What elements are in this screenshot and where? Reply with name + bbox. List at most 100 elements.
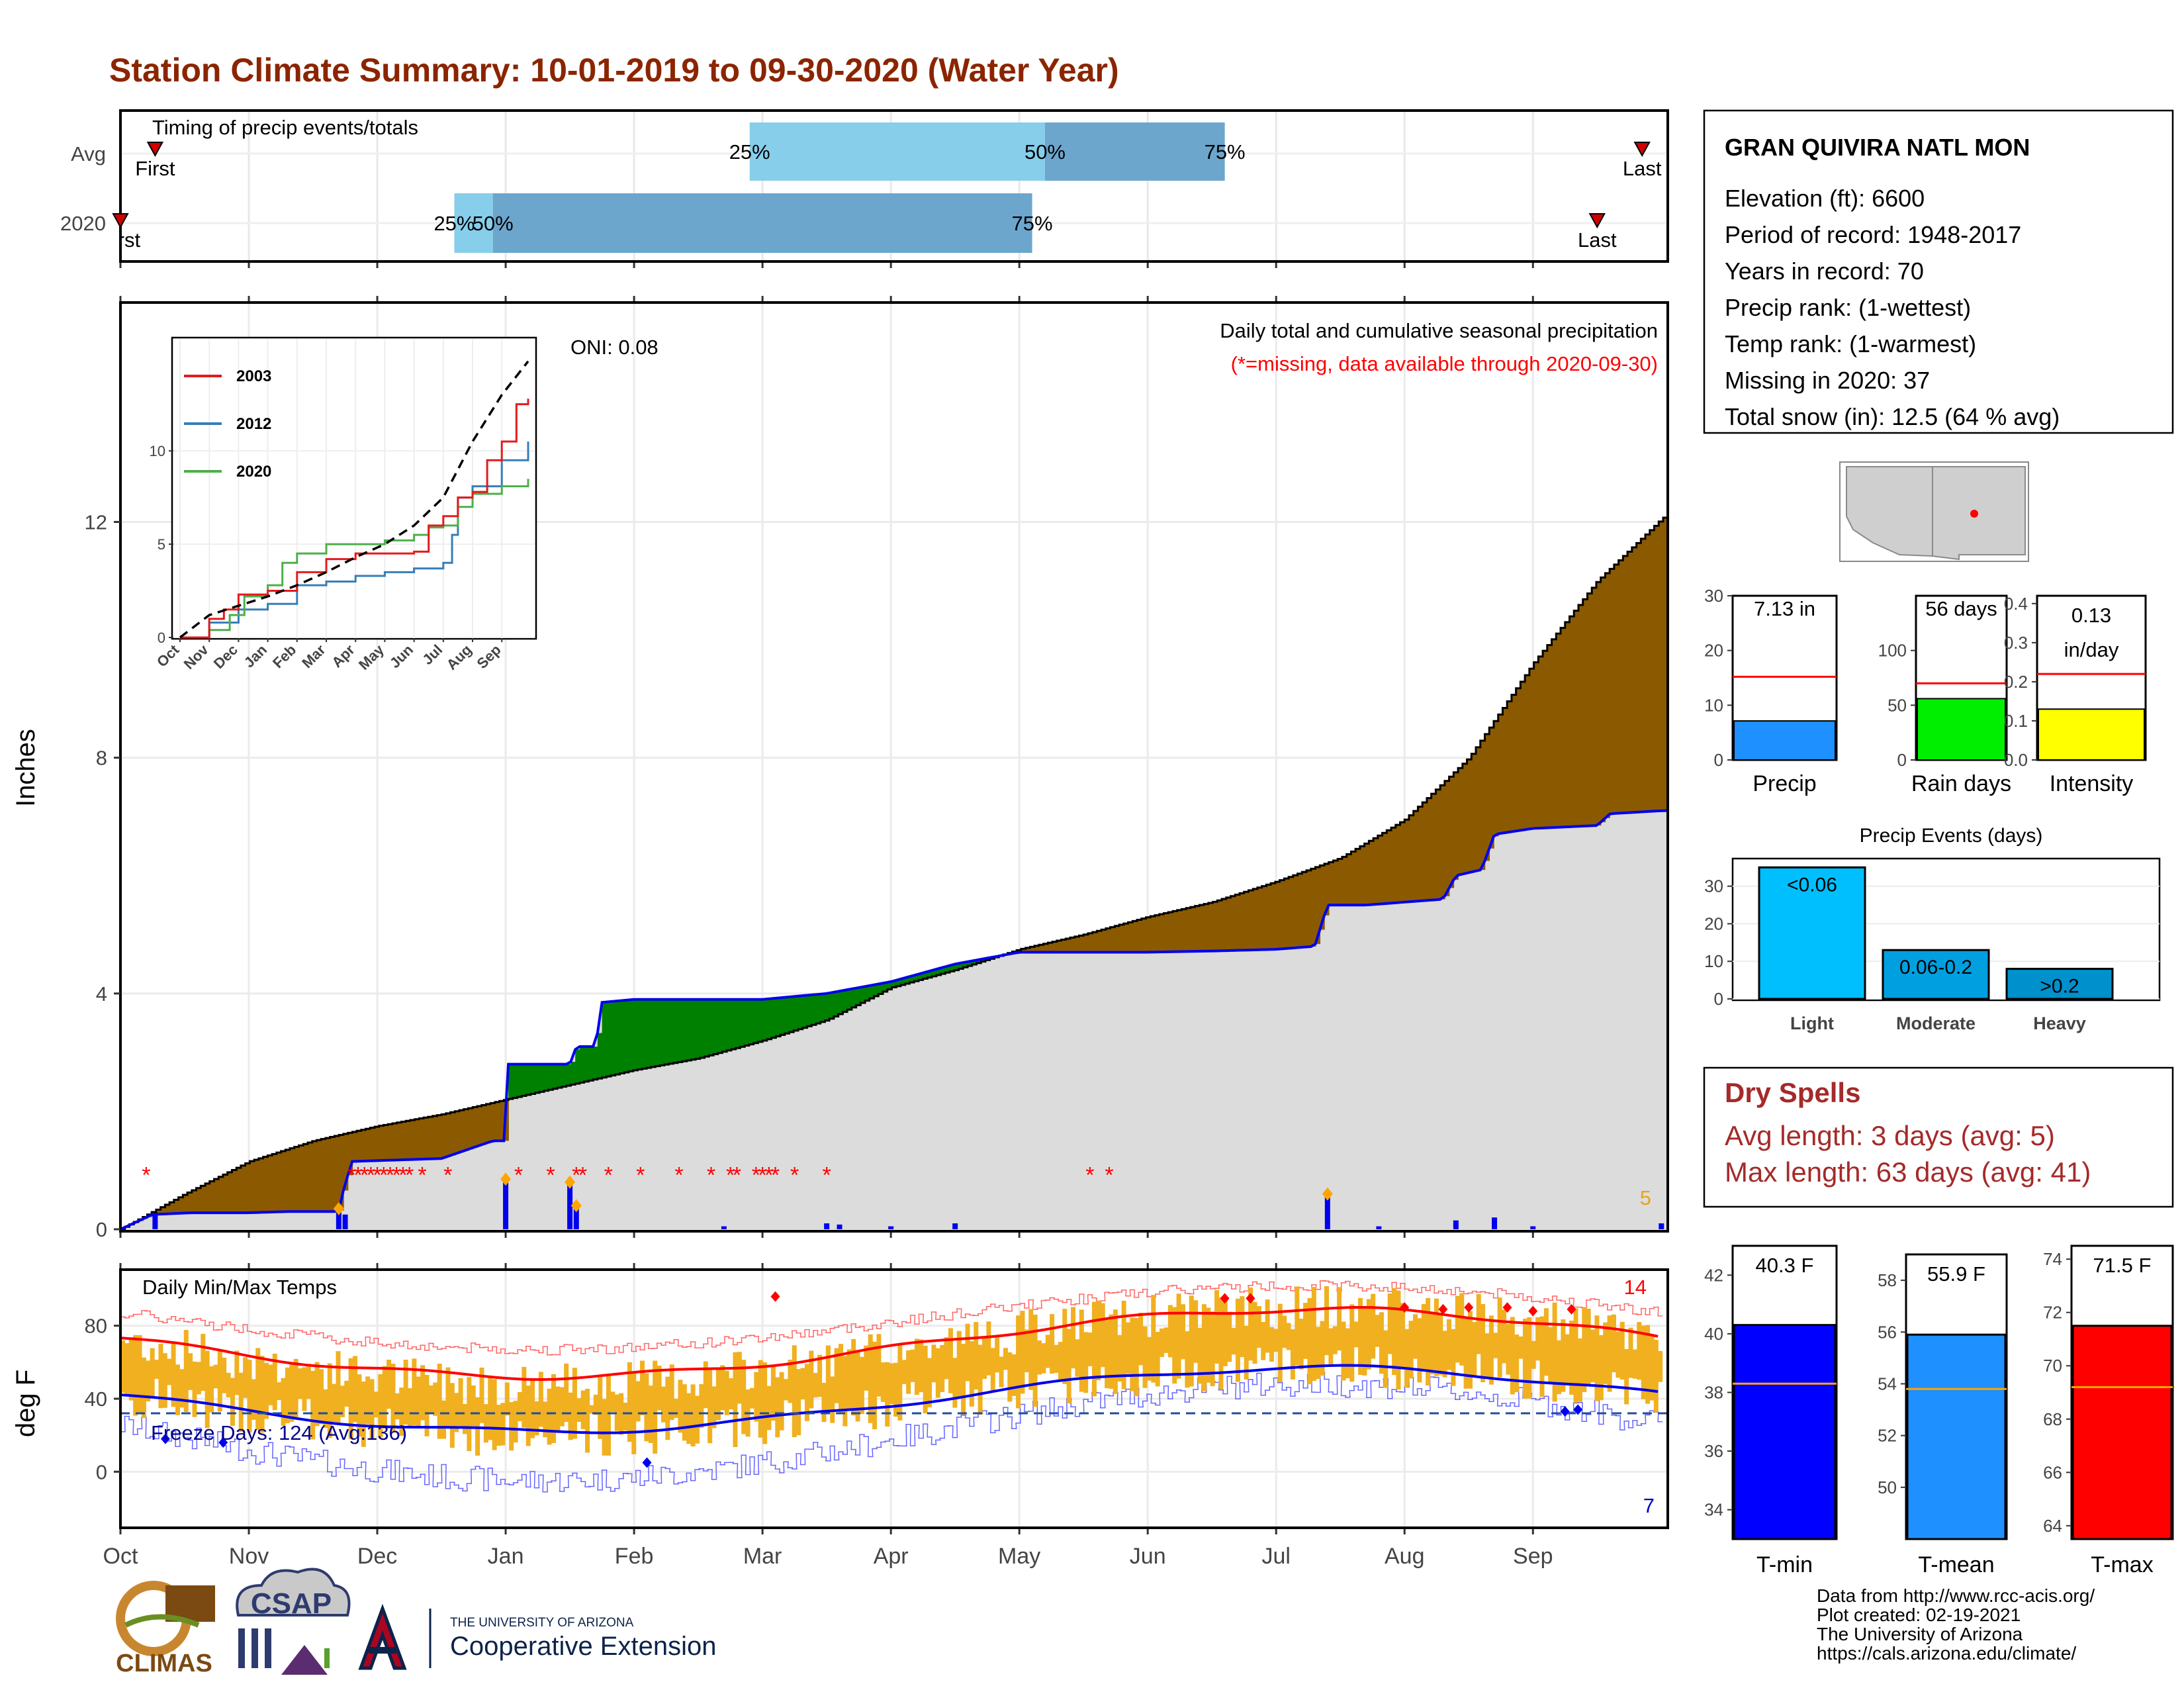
summary-bar-charts: 0 10 20 30 7.13 in Precip 0 50 100 56 days Rain da… [1704,586,2147,796]
inset-y-label: 5 [158,536,165,553]
record-high-marker [1682,1306,1692,1317]
temp-summary-y-label: 34 [1704,1500,1723,1520]
summary-bar-1 [1917,698,2006,761]
dry-spells-avg: Avg length: 3 days (avg: 5) [1725,1120,2055,1151]
events-bar-2 [2005,968,2114,1000]
large-event-marker [565,1175,576,1189]
daily-precip-bar [342,1214,348,1229]
missing-day-marker: * [367,1162,375,1188]
summary-y-label: 100 [1878,641,1907,661]
timing-label-75: 75% [1205,140,1246,164]
summary-y-label: 50 [1888,695,1907,715]
record-low-line [122,1372,1663,1493]
timing-row-avg-label: Avg [71,142,106,165]
timing-bar-50-75 [492,193,1032,253]
station-info-line: Period of record: 1948-2017 [1725,221,2021,248]
avg-min-temp-line [122,1364,1659,1434]
deficit-area [122,518,1666,1229]
temp-summary-value-1: 55.9 F [1927,1262,1985,1286]
missing-day-marker: * [726,1162,735,1188]
record-low-marker [1573,1404,1583,1415]
hot-count: 14 [1624,1276,1647,1299]
dry-spells-max: Max length: 63 days (avg: 41) [1725,1156,2091,1188]
dry-spells-title: Dry Spells [1725,1077,1860,1108]
daily-precip-bar [837,1224,842,1229]
footer-line: Data from http://www.rcc-acis.org/ [1817,1585,2095,1606]
summary-value-0: 7.13 in [1754,597,1815,620]
summary-y-label: 0.0 [2004,750,2028,770]
record-high-marker [1438,1303,1448,1315]
missing-day-marker: * [636,1162,645,1188]
large-event-marker [500,1172,512,1186]
ua-logo: THE UNIVERSITY OF ARIZONA Cooperative Ex… [358,1603,716,1670]
temp-summary-label-0: T-min [1756,1552,1813,1577]
missing-day-marker: * [764,1162,773,1188]
record-low-marker [160,1433,170,1444]
timing-label-50: 50% [1024,140,1066,164]
summary-y-label: 0.4 [2004,594,2028,614]
summary-y-label: 0 [1897,750,1907,770]
summary-y-label: 0 [1714,750,1723,770]
temp-summary-y-label: 40 [1704,1324,1723,1344]
missing-day-marker: * [1105,1162,1113,1188]
temp-summary-y-label: 68 [2043,1409,2062,1429]
timing-panel: Timing of precip events/totals Avg 2020 … [60,109,1669,268]
timing-label-25: 25% [729,140,770,164]
daily-precip-bar [952,1223,958,1229]
daily-precip-bar [503,1179,509,1229]
inset-avg-line [179,360,529,639]
surplus-area [508,957,999,1100]
dry-spells-box: Dry Spells Avg length: 3 days (avg: 5) M… [1703,1066,2174,1208]
timing-row-2020-label: 2020 [60,212,106,235]
footer-credits: Data from http://www.rcc-acis.org/Plot c… [1817,1585,2095,1664]
temp-summary-value-2: 71.5 F [2093,1254,2152,1277]
month-label: Mar [743,1544,782,1569]
temp-summary-y-label: 66 [2043,1462,2062,1482]
summary-value-1: 56 days [1925,597,1997,620]
events-bar-label-0: <0.06 [1787,874,1837,896]
temp-y-axis-label: deg F [11,1370,40,1437]
footer-line: The University of Arizona [1817,1624,2023,1644]
footer-line: https://cals.arizona.edu/climate/ [1817,1643,2076,1664]
page-title: Station Climate Summary: 10-01-2019 to 0… [109,52,1119,89]
month-label: Jun [1130,1544,1166,1569]
missing-day-marker: * [572,1162,580,1188]
temp-summary-y-label: 50 [1878,1477,1897,1497]
temp-summary-y-label: 72 [2043,1303,2062,1323]
events-bar-0 [1758,866,1866,1000]
precip-y-tick-label: 4 [96,982,107,1006]
missing-day-marker: * [674,1162,683,1188]
temperature-summary-bars: 34 36 38 40 42 40.3 F T-min 50 52 54 56 58 55.9 F T-m… [1704,1244,2174,1577]
temp-y-tick-label: 0 [96,1460,107,1483]
station-info-line: Total snow (in): 12.5 (64 % avg) [1725,403,2060,430]
inset-line-2003 [180,399,529,639]
missing-day-marker: * [578,1162,587,1188]
first-event-marker [146,142,164,158]
avg-cumulative-line [122,516,1666,1230]
csap-logo: CSAP [236,1568,351,1675]
summary-label-2: Intensity [2050,771,2134,796]
missing-day-marker: * [360,1162,369,1188]
daily-precip-bar [573,1205,579,1229]
precip-corner-count: 5 [1640,1186,1651,1209]
station-info-line: Years in record: 70 [1725,258,1924,285]
missing-day-marker: * [443,1162,452,1188]
temp-title: Daily Min/Max Temps [142,1276,337,1299]
missing-day-marker: * [790,1162,799,1188]
events-y-label: 10 [1704,951,1723,971]
temp-summary-label-2: T-max [2091,1552,2153,1577]
timing-bar-25-50 [454,193,493,253]
timing-label-25: 25% [433,212,475,235]
precip-y-tick-label: 8 [96,747,107,770]
record-high-marker [770,1291,780,1302]
record-low-marker [1560,1406,1570,1417]
temp-summary-y-label: 38 [1704,1383,1723,1403]
missing-day-marker: * [514,1162,523,1188]
events-bar-1 [1882,949,1990,1000]
daily-precip-bar [888,1226,894,1229]
record-high-marker [1464,1302,1474,1313]
large-event-marker [333,1201,344,1215]
large-event-marker [1322,1187,1333,1201]
precip-y-axis-label: Inches [11,729,40,807]
